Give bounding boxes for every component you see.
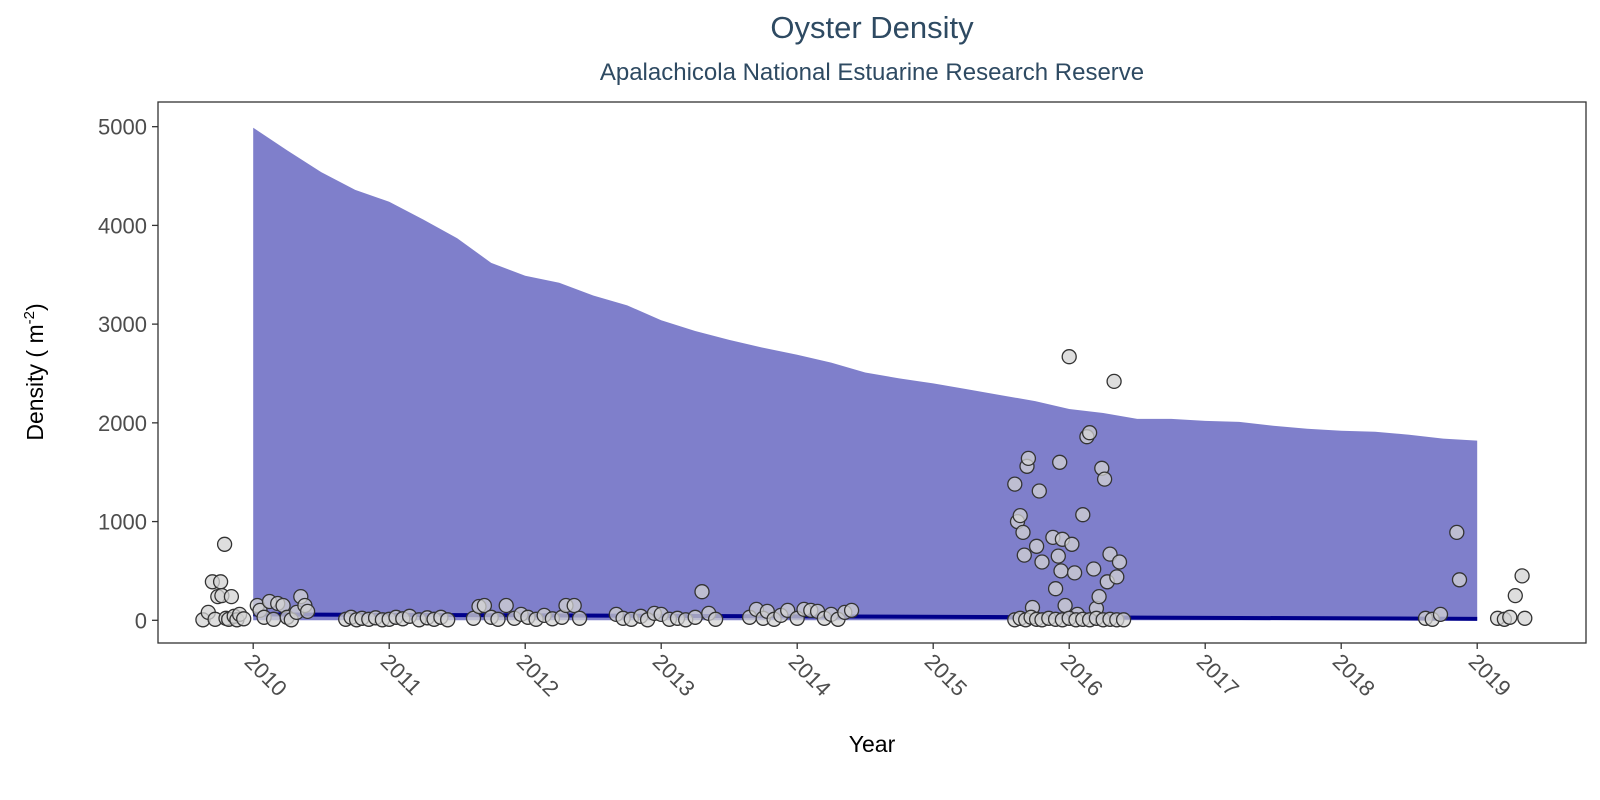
x-tick-label: 2015: [920, 649, 972, 701]
chart-title: Oyster Density: [770, 10, 974, 45]
data-point: [1047, 581, 1064, 597]
data-point: [1012, 507, 1028, 524]
data-point: [1517, 610, 1533, 626]
data-point: [1050, 548, 1066, 564]
x-tick-label: 2019: [1464, 649, 1516, 701]
data-point: [1096, 471, 1113, 487]
data-point: [1061, 349, 1077, 365]
data-point: [1031, 483, 1047, 499]
data-point: [1514, 568, 1530, 584]
x-tick-label: 2014: [784, 649, 836, 701]
x-axis-title: Year: [849, 731, 896, 757]
data-point: [1064, 536, 1080, 552]
data-point: [571, 610, 588, 626]
data-point: [1091, 588, 1107, 605]
data-point: [1451, 572, 1468, 588]
data-point: [1053, 563, 1069, 579]
x-tick-label: 2013: [648, 649, 700, 701]
data-point: [1052, 454, 1068, 470]
data-point: [223, 588, 240, 605]
y-axis-title-superscript: -2: [21, 311, 38, 324]
data-point: [1086, 561, 1102, 577]
x-tick-label: 2012: [512, 649, 564, 701]
y-tick-label: 0: [135, 608, 147, 633]
y-axis-title-suffix: ): [22, 303, 48, 311]
data-point: [1507, 587, 1523, 604]
data-point: [566, 597, 582, 614]
ribbon-layer: [253, 127, 1478, 621]
data-point: [1057, 597, 1073, 614]
data-point: [1109, 569, 1125, 585]
data-point: [1502, 609, 1518, 625]
data-point: [1020, 450, 1037, 467]
y-axis-title: Density ( m-2): [21, 303, 48, 440]
data-point: [1075, 507, 1091, 523]
data-point: [212, 574, 229, 590]
data-point: [843, 602, 860, 619]
data-point: [1007, 476, 1023, 492]
y-tick-label: 1000: [98, 510, 147, 535]
y-axis: 0 1000 2000 3000 4000 5000: [98, 115, 158, 633]
data-point: [1106, 373, 1122, 390]
data-point: [1111, 554, 1128, 570]
x-tick-label: 2016: [1056, 649, 1108, 701]
x-tick-label: 2017: [1192, 649, 1244, 701]
data-point: [440, 612, 456, 628]
points-layer: [195, 349, 1533, 628]
data-point: [490, 611, 506, 627]
data-point: [694, 584, 710, 600]
data-point: [1449, 524, 1465, 541]
y-tick-label: 2000: [98, 411, 147, 436]
y-tick-label: 4000: [98, 213, 147, 238]
data-point: [707, 611, 724, 627]
confidence-ribbon: [253, 127, 1478, 621]
chart-subtitle: Apalachicola National Estuarine Research…: [600, 59, 1144, 86]
data-point: [1016, 547, 1032, 563]
data-point: [498, 597, 514, 614]
x-tick-label: 2010: [240, 649, 292, 701]
data-point: [476, 597, 493, 614]
data-point: [1066, 565, 1083, 581]
data-point: [265, 611, 282, 627]
x-tick-label: 2011: [376, 649, 427, 700]
data-point: [1115, 612, 1132, 628]
data-point: [1028, 538, 1045, 554]
trend-line: [253, 612, 1478, 621]
data-point: [1015, 524, 1031, 541]
trend-layer: [253, 612, 1478, 621]
data-point: [687, 609, 703, 625]
data-point: [1081, 425, 1098, 441]
data-point: [216, 536, 233, 552]
plot-panel-border: [157, 101, 1587, 644]
y-tick-label: 5000: [98, 115, 147, 140]
data-point: [1432, 606, 1449, 623]
data-point: [1034, 554, 1050, 570]
x-axis: 2010 2011 2012 2013 2014 2015 2016 2017 2018 2019: [240, 643, 1516, 701]
data-point: [236, 611, 252, 627]
data-point: [299, 603, 316, 620]
y-axis-title-main: Density ( m: [22, 324, 48, 440]
y-tick-label: 3000: [98, 312, 147, 337]
x-tick-label: 2018: [1328, 649, 1380, 701]
